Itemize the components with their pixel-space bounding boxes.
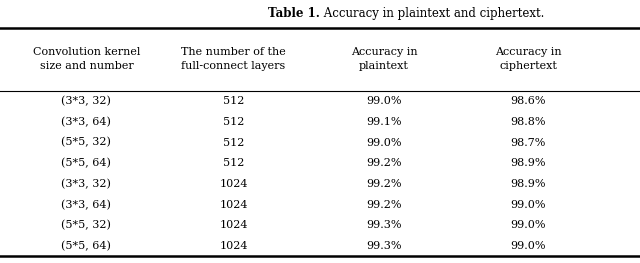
Text: 98.8%: 98.8% — [510, 117, 546, 127]
Text: 98.9%: 98.9% — [510, 158, 546, 168]
Text: 99.0%: 99.0% — [510, 200, 546, 210]
Text: 99.0%: 99.0% — [366, 138, 402, 148]
Text: Accuracy in
plaintext: Accuracy in plaintext — [351, 47, 417, 71]
Text: 99.0%: 99.0% — [366, 96, 402, 106]
Text: 98.9%: 98.9% — [510, 179, 546, 189]
Text: 98.7%: 98.7% — [510, 138, 546, 148]
Text: (5*5, 32): (5*5, 32) — [61, 137, 111, 148]
Text: (5*5, 64): (5*5, 64) — [61, 158, 111, 168]
Text: 99.3%: 99.3% — [366, 241, 402, 251]
Text: Table 1.: Table 1. — [268, 7, 320, 19]
Text: 512: 512 — [223, 158, 244, 168]
Text: (5*5, 64): (5*5, 64) — [61, 241, 111, 251]
Text: 99.2%: 99.2% — [366, 158, 402, 168]
Text: (3*3, 32): (3*3, 32) — [61, 96, 111, 106]
Text: Accuracy in plaintext and ciphertext.: Accuracy in plaintext and ciphertext. — [320, 7, 545, 19]
Text: 512: 512 — [223, 117, 244, 127]
Text: 99.1%: 99.1% — [366, 117, 402, 127]
Text: 1024: 1024 — [220, 241, 248, 251]
Text: 512: 512 — [223, 138, 244, 148]
Text: 99.0%: 99.0% — [510, 220, 546, 230]
Text: 512: 512 — [223, 96, 244, 106]
Text: 98.6%: 98.6% — [510, 96, 546, 106]
Text: 1024: 1024 — [220, 179, 248, 189]
Text: Accuracy in
ciphertext: Accuracy in ciphertext — [495, 47, 561, 71]
Text: 1024: 1024 — [220, 220, 248, 230]
Text: 1024: 1024 — [220, 200, 248, 210]
Text: The number of the
full-connect layers: The number of the full-connect layers — [181, 47, 286, 71]
Text: 99.3%: 99.3% — [366, 220, 402, 230]
Text: 99.0%: 99.0% — [510, 241, 546, 251]
Text: Convolution kernel
size and number: Convolution kernel size and number — [33, 47, 140, 71]
Text: (3*3, 64): (3*3, 64) — [61, 199, 111, 210]
Text: (3*3, 64): (3*3, 64) — [61, 117, 111, 127]
Text: (3*3, 32): (3*3, 32) — [61, 179, 111, 189]
Text: 99.2%: 99.2% — [366, 179, 402, 189]
Text: 99.2%: 99.2% — [366, 200, 402, 210]
Text: (5*5, 32): (5*5, 32) — [61, 220, 111, 231]
